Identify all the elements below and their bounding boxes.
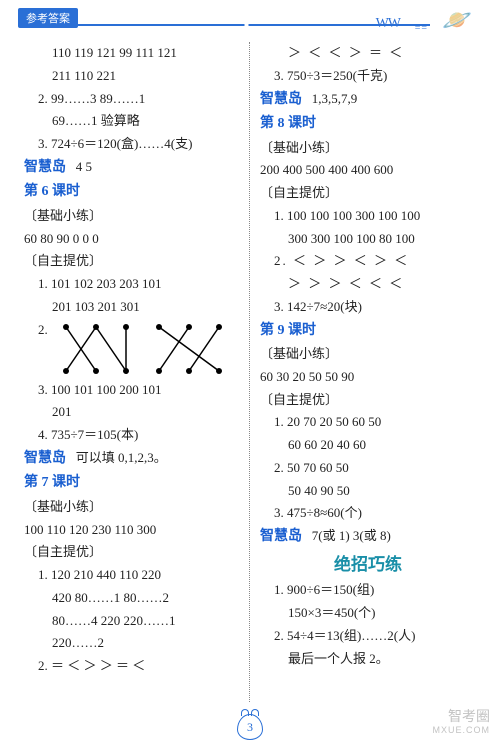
text-line: 80……4 220 220……1 <box>24 610 239 633</box>
section-heading: 〔自主提优〕 <box>24 250 239 273</box>
zhihui-value: 4 5 <box>76 159 92 174</box>
section-big-heading: 绝招巧练 <box>260 550 476 580</box>
text-line: 69……1 验算略 <box>24 110 239 133</box>
matching-diagram-right <box>144 319 234 379</box>
watermark-line1: 智考圈 <box>433 708 491 725</box>
lesson-heading: 第 9 课时 <box>260 319 476 344</box>
section-heading: 〔自主提优〕 <box>260 389 476 412</box>
content-columns: 110 119 121 99 111 121 211 110 221 2. 99… <box>0 42 500 702</box>
text-line: 60 30 20 50 50 90 <box>260 366 476 389</box>
text-line: 3. 100 101 100 200 101 <box>24 379 239 402</box>
text-line: 3. 724÷6＝120(盒)……4(支) <box>24 133 239 156</box>
right-column: ＞ ＜ ＜ ＞ ＝ ＜ 3. 750÷3＝250(千克) 智慧岛 1,3,5,7… <box>250 42 482 702</box>
header-rule <box>18 24 430 26</box>
text-line: 60 60 20 40 60 <box>260 434 476 457</box>
text-line: 1. 900÷6＝150(组) <box>260 579 476 602</box>
lesson-heading: 第 6 课时 <box>24 180 239 205</box>
text-line: 1. 20 70 20 50 60 50 <box>260 411 476 434</box>
zigzag-icon: WW <box>376 16 400 32</box>
text-line: 3. 142÷7≈20(块) <box>260 296 476 319</box>
text-line: 300 300 100 100 80 100 <box>260 228 476 251</box>
zhihui-line: 智慧岛 4 5 <box>24 156 239 181</box>
zhihui-label: 智慧岛 <box>24 451 66 466</box>
text-line: 3. 750÷3＝250(千克) <box>260 65 476 88</box>
text-line: 211 110 221 <box>24 65 239 88</box>
zhihui-label: 智慧岛 <box>260 529 302 544</box>
section-heading: 〔基础小练〕 <box>24 205 239 228</box>
text-line: 150×3＝450(个) <box>260 602 476 625</box>
zhihui-value: 1,3,5,7,9 <box>312 91 358 106</box>
text-line: 2. 50 70 60 50 <box>260 457 476 480</box>
page-number-badge: 3 <box>237 714 263 740</box>
section-heading: 〔自主提优〕 <box>260 182 476 205</box>
zhihui-line: 智慧岛 可以填 0,1,2,3。 <box>24 447 239 472</box>
zhihui-label: 智慧岛 <box>260 92 302 107</box>
text-line: 3. 475÷8≈60(个) <box>260 502 476 525</box>
zhihui-line: 智慧岛 1,3,5,7,9 <box>260 88 476 113</box>
text-line: 110 119 121 99 111 121 <box>24 42 239 65</box>
page-header: 参考答案 WW ≡≡ 🪐 <box>0 0 500 42</box>
text-line: 最后一个人报 2。 <box>260 648 476 671</box>
zhihui-value: 可以填 0,1,2,3。 <box>76 450 167 465</box>
lesson-heading: 第 7 课时 <box>24 471 239 496</box>
planet-icon: 🪐 <box>442 6 490 38</box>
text-line: 1. 101 102 203 203 101 <box>24 273 239 296</box>
section-heading: 〔基础小练〕 <box>260 343 476 366</box>
text-line: 1. 100 100 100 300 100 100 <box>260 205 476 228</box>
left-column: 110 119 121 99 111 121 211 110 221 2. 99… <box>18 42 250 702</box>
text-line: 1. 120 210 440 110 220 <box>24 564 239 587</box>
section-heading: 〔基础小练〕 <box>24 496 239 519</box>
text-line: 100 110 120 230 110 300 <box>24 519 239 542</box>
section-heading: 〔自主提优〕 <box>24 541 239 564</box>
zhihui-value: 7(或 1) 3(或 8) <box>312 528 391 543</box>
watermark: 智考圈 MXUE.COM <box>433 708 491 736</box>
text-line: 4. 735÷7＝105(本) <box>24 424 239 447</box>
lesson-heading: 第 8 课时 <box>260 112 476 137</box>
matching-diagram-left <box>51 319 141 379</box>
text-line: 201 103 201 301 <box>24 296 239 319</box>
text-line: 50 40 90 50 <box>260 480 476 503</box>
text-line: 420 80……1 80……2 <box>24 587 239 610</box>
text-line: ＞ ＞ ＞ ＜ ＜ ＜ <box>260 273 476 296</box>
text-line: 2. 99……3 89……1 <box>24 88 239 111</box>
text-line: 200 400 500 400 400 600 <box>260 159 476 182</box>
text-line: 2. ＝ ＜ ＞ ＞ ＝ ＜ <box>24 655 239 678</box>
text-line: 2. ＜ ＞ ＞ ＜ ＞ ＜ <box>260 250 476 273</box>
watermark-line2: MXUE.COM <box>433 725 491 736</box>
text-line: 60 80 90 0 0 0 <box>24 228 239 251</box>
zhihui-label: 智慧岛 <box>24 160 66 175</box>
text-line: 2. 54÷4＝13(组)……2(人) <box>260 625 476 648</box>
section-heading: 〔基础小练〕 <box>260 137 476 160</box>
diagram-label: 2. <box>24 319 239 379</box>
lines-icon: ≡≡ <box>415 22 428 33</box>
text-line: 201 <box>24 401 239 424</box>
text-line: ＞ ＜ ＜ ＞ ＝ ＜ <box>260 42 476 65</box>
text-line: 220……2 <box>24 632 239 655</box>
zhihui-line: 智慧岛 7(或 1) 3(或 8) <box>260 525 476 550</box>
